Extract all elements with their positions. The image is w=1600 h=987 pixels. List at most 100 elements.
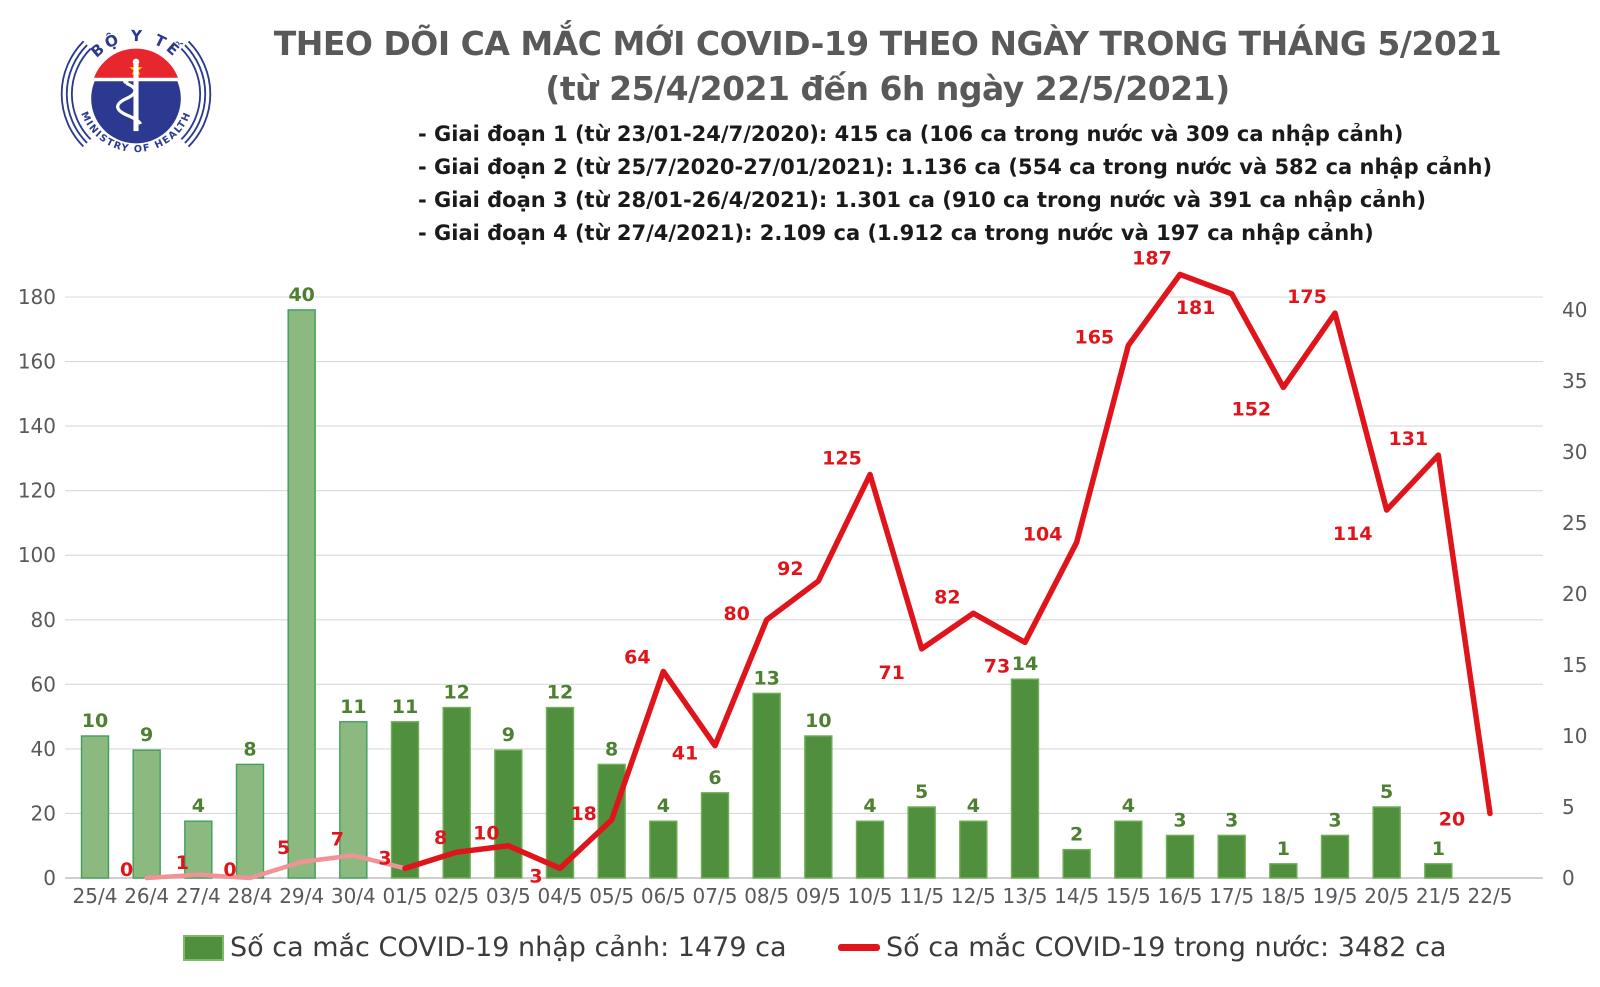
x-axis-label: 17/5 [1209,884,1254,908]
bar-value-label: 2 [1070,824,1083,846]
bar-column [1424,863,1453,879]
right-axis-tick: 35 [1562,369,1587,393]
bar-value-label: 5 [915,781,928,803]
moh-logo: BỘ Y TẾ ★ MINISTRY OF HEALTH [52,10,220,178]
bar-value-label: 12 [547,682,573,704]
line-value-label: 114 [1333,523,1373,545]
bar-column [1269,863,1298,879]
x-axis-label: 20/5 [1364,884,1409,908]
phase-line-1: - Giai đoạn 1 (từ 23/01-24/7/2020): 415 … [418,122,1404,146]
x-axis-label: 25/4 [73,884,118,908]
bar-value-label: 11 [392,696,418,718]
x-axis-label: 02/5 [434,884,479,908]
bar-column [390,721,420,879]
line-value-label: 7 [331,828,344,850]
line-value-label: 0 [223,859,236,881]
line-value-label: 0 [120,859,133,881]
chart-legend: Số ca mắc COVID-19 nhập cảnh: 1479 ca Số… [0,926,1600,978]
chart-title: THEO DÕI CA MẮC MỚI COVID-19 THEO NGÀY T… [273,24,1502,63]
line-value-label: 152 [1231,398,1271,420]
chart-subtitle: (từ 25/4/2021 đến 6h ngày 22/5/2021) [545,68,1230,108]
line-value-label: 64 [624,646,650,668]
bar-value-label: 4 [863,795,876,817]
right-axis-tick: 30 [1562,440,1587,464]
legend-item-imported: Số ca mắc COVID-19 nhập cảnh: 1479 ca [183,932,787,963]
bar-column [752,692,781,879]
line-value-label: 92 [777,558,803,580]
left-axis-tick: 60 [31,672,56,696]
line-value-label: 80 [723,603,749,625]
bar-value-label: 3 [1328,809,1341,831]
bar-value-label: 10 [82,710,108,732]
bar-column [184,820,213,879]
line-value-label: 1 [176,852,189,874]
x-axis-label: 15/5 [1106,884,1151,908]
left-axis-tick: 40 [31,737,56,761]
right-axis-tick: 20 [1562,582,1587,606]
line-value-label: 187 [1132,247,1172,269]
bar-value-label: 4 [192,795,205,817]
bar-column [959,820,988,879]
left-axis-tick: 0 [43,866,56,890]
bar-value-label: 14 [1012,653,1038,675]
x-axis-label: 07/5 [693,884,738,908]
bar-column [1217,834,1246,879]
chart-header: THEO DÕI CA MẮC MỚI COVID-19 THEO NGÀY T… [230,22,1545,111]
legend-bar-swatch [183,934,224,961]
bar-value-label: 3 [1173,809,1186,831]
bar-column [1372,806,1401,879]
bar-value-label: 13 [753,667,779,689]
line-value-label: 125 [822,448,862,470]
bar-column [1114,820,1143,879]
line-value-label: 3 [378,847,391,869]
logo-staff-icon [116,58,143,132]
bar-value-label: 8 [243,738,256,760]
bar-column [80,735,110,879]
phase-summary: - Giai đoạn 1 (từ 23/01-24/7/2020): 415 … [418,118,1492,250]
line-value-label: 5 [277,837,290,859]
bar-column [1165,834,1195,879]
x-axis-label: 16/5 [1158,884,1203,908]
x-axis-label: 04/5 [538,884,583,908]
bar-value-label: 1 [1277,838,1290,860]
bar-column [1010,678,1040,879]
bar-value-label: 11 [340,696,366,718]
bar-column [339,721,368,879]
bar-value-label: 3 [1225,809,1238,831]
bar-column [855,820,885,879]
x-axis-label: 29/4 [279,884,324,908]
logo-emblem: ★ [91,48,181,144]
bar-value-label: 10 [805,710,831,732]
bar-column [494,749,523,879]
left-axis-tick: 80 [31,608,56,632]
bar-value-label: 4 [967,795,980,817]
bar-column [132,749,161,879]
line-value-label: 131 [1388,428,1428,450]
legend-line-marker [838,944,880,951]
moh-logo-graphic: BỘ Y TẾ ★ MINISTRY OF HEALTH [60,18,212,170]
bar-column [649,820,678,879]
bar-column [1320,834,1350,879]
phase-line-4: - Giai đoạn 4 (từ 27/4/2021): 2.109 ca (… [418,221,1374,245]
phase-line-2: - Giai đoạn 2 (từ 25/7/2020-27/01/2021):… [418,155,1493,179]
x-axis-label: 03/5 [486,884,531,908]
line-value-label: 175 [1287,286,1327,308]
right-axis-tick: 15 [1562,653,1587,677]
left-axis-tick: 100 [18,543,56,567]
x-axis-label: 10/5 [848,884,893,908]
x-axis-label: 21/5 [1416,884,1461,908]
bar-value-label: 6 [708,767,721,789]
x-axis-label: 18/5 [1261,884,1306,908]
left-axis-tick: 160 [18,350,56,374]
line-value-label: 104 [1023,523,1063,545]
bar-value-label: 4 [657,795,670,817]
domestic-line-faded [144,853,408,881]
bar-value-label: 4 [1122,795,1135,817]
x-axis-label: 13/5 [1003,884,1048,908]
bar-value-label: 1 [1432,838,1445,860]
legend-label-imported: Số ca mắc COVID-19 nhập cảnh: 1479 ca [230,932,787,963]
x-axis-label: 26/4 [124,884,169,908]
line-value-label: 41 [672,743,698,765]
